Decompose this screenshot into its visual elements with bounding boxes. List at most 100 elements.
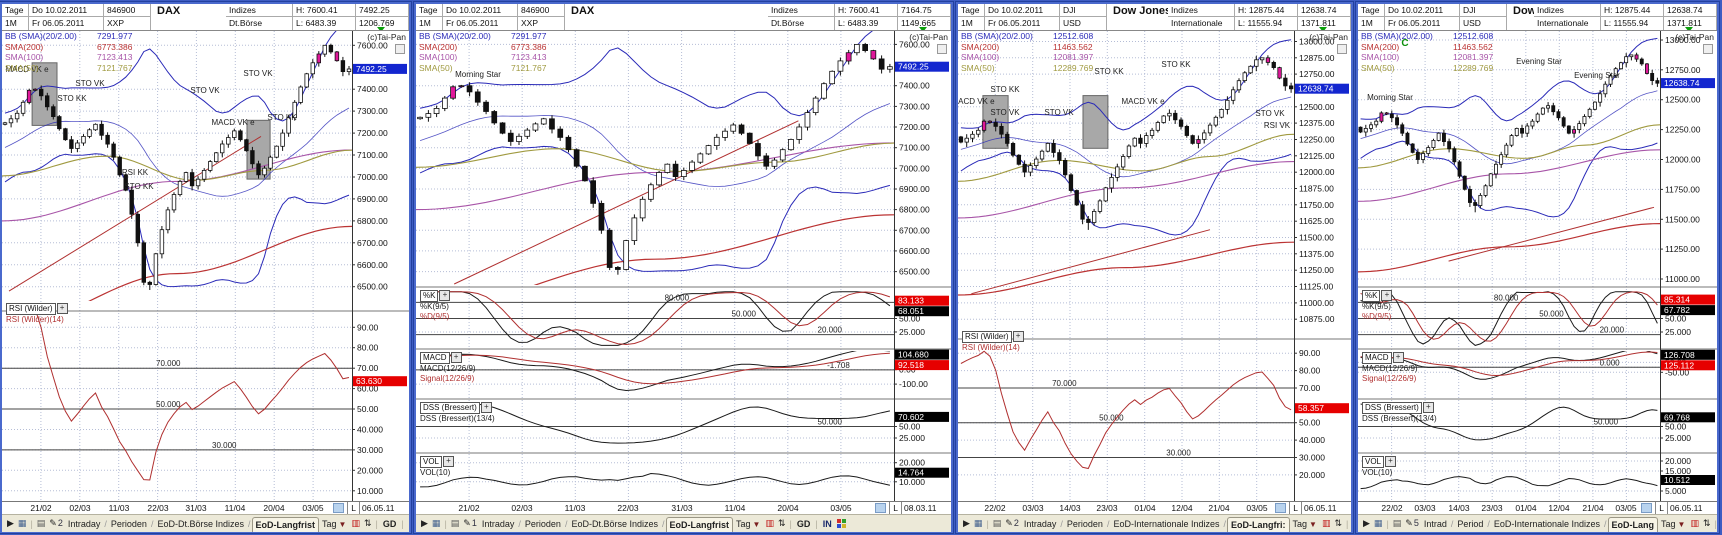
restore-box-icon[interactable] [1337, 44, 1347, 54]
sort-updown-icon[interactable]: ⇅ [1702, 518, 1711, 528]
header-col_b: Do 10.02.2011 Fr 06.05.2011 [443, 4, 518, 30]
run-icon[interactable]: ▶ [963, 518, 970, 528]
expand-icon[interactable]: + [56, 303, 68, 314]
tab-eod-internationale-indizes[interactable]: EoD-Internationale Indizes [1493, 518, 1600, 529]
tab-perioden[interactable]: Perioden [1066, 518, 1103, 529]
price-tick-label: 6500.00 [357, 282, 388, 292]
indicator-tick-label: 20.000 [899, 458, 925, 468]
date-label: 03/05 [1615, 503, 1637, 513]
hline-label: 0.000 [1600, 358, 1621, 367]
period-dropdown[interactable]: Tag ▼ [736, 519, 760, 529]
period-dropdown[interactable]: Tag ▼ [322, 519, 346, 529]
expand-icon[interactable]: + [1392, 352, 1404, 363]
toolbar-divider: | [30, 518, 33, 529]
tab-perioden[interactable]: Perioden [110, 518, 147, 529]
window-icon[interactable]: ▦ [973, 518, 983, 528]
window-icon[interactable]: ▦ [17, 518, 27, 528]
signal-annotation: STO VK [990, 108, 1020, 117]
cursor-marker-icon[interactable] [1641, 503, 1653, 513]
header-cell: Do 10.02.2011 [1385, 4, 1459, 17]
quote-cell: Dt.Börse [229, 18, 263, 28]
tab-eod-langfrist[interactable]: EoD-Langfrist [665, 517, 734, 532]
value-badge [1295, 403, 1349, 414]
sort-updown-icon[interactable]: ⇅ [363, 518, 372, 528]
date-label: 21/04 [1208, 503, 1230, 513]
header-col_a: Tage 1M [416, 4, 443, 30]
draw-pencil-icon[interactable]: ✎1 [463, 518, 477, 528]
chevron-down-icon: ▼ [338, 519, 347, 529]
chart-canvas: 13000.00 12750.00 12500.00 12250.00 12000.00… [1358, 31, 1717, 501]
tab-perioden[interactable]: Perioden [524, 518, 561, 529]
run-icon[interactable]: ▶ [7, 518, 14, 528]
run-icon[interactable]: ▶ [421, 518, 428, 528]
candle-chart-icon[interactable]: ▥ [351, 518, 360, 528]
tab-eod-lang[interactable]: EoD-Lang [1607, 517, 1658, 532]
quote-col: Indizes Dt.Börse [226, 4, 293, 30]
date-label: 21/02 [458, 503, 480, 513]
tab-separator: / [1487, 518, 1490, 529]
window-icon[interactable]: ▦ [431, 518, 441, 528]
tab-eod-internationale-indizes[interactable]: EoD-Internationale Indizes [1113, 518, 1220, 529]
cursor-marker-icon[interactable] [875, 503, 887, 513]
value-badge [895, 295, 949, 306]
draw-pencil-icon[interactable]: ✎2 [49, 518, 63, 528]
tab-period[interactable]: Period [1457, 518, 1484, 529]
period-dropdown[interactable]: Tag ▼ [1661, 519, 1685, 529]
value-badge-text: 12638.74 [1664, 78, 1700, 88]
chip-sublegend-item: VOL(10) [420, 468, 451, 477]
tab-intraday[interactable]: Intraday [481, 518, 515, 529]
signal-annotation: MACD VK e [5, 65, 49, 74]
page-icon[interactable]: ▤ [36, 518, 46, 528]
candle-chart-icon[interactable]: ▥ [1690, 518, 1699, 528]
run-icon[interactable]: ▶ [1363, 518, 1370, 528]
restore-box-icon[interactable] [937, 44, 947, 54]
price-tick-label: 7200.00 [357, 128, 388, 138]
window-icon[interactable]: ▦ [1373, 518, 1383, 528]
expand-icon[interactable]: + [443, 456, 455, 467]
expand-icon[interactable]: + [1422, 402, 1434, 413]
candle-chart-icon[interactable]: ▥ [765, 518, 774, 528]
gd-button[interactable]: GD [382, 518, 397, 529]
page-icon[interactable]: ▤ [450, 518, 460, 528]
tab-eod-dt-b-rse-indizes[interactable]: EoD-Dt.Börse Indizes [157, 518, 244, 529]
candle-chart-icon[interactable]: ▥ [1321, 518, 1331, 528]
expand-icon[interactable]: + [1385, 456, 1397, 467]
expand-icon[interactable]: + [480, 402, 492, 413]
expand-icon[interactable]: + [1381, 290, 1393, 301]
page-icon[interactable]: ▤ [1392, 518, 1402, 528]
toolbar-divider: | [789, 518, 792, 529]
tab-intrad[interactable]: Intrad [1423, 518, 1447, 529]
sort-updown-icon[interactable]: ⇅ [777, 518, 786, 528]
value-badge-text: 7492.25 [898, 62, 929, 72]
drawing-count: 2 [1013, 518, 1019, 528]
indicator-tick-label: 50.00 [899, 314, 921, 324]
quote-cell: H: 7600.41 [293, 4, 355, 17]
price-tick-label: 11500.00 [1665, 214, 1700, 224]
draw-pencil-icon[interactable]: ✎5 [1405, 518, 1419, 528]
cursor-marker-icon[interactable] [333, 503, 345, 513]
tab-eod-dt-b-rse-indizes[interactable]: EoD-Dt.Börse Indizes [571, 518, 658, 529]
tab-intraday[interactable]: Intraday [1023, 518, 1057, 529]
cursor-marker-icon[interactable] [1275, 503, 1287, 513]
tab-eod-langfrist[interactable]: EoD-Langfrist [251, 517, 320, 532]
legend-label: SMA(50) [5, 62, 39, 73]
page-icon[interactable]: ▤ [992, 518, 1002, 528]
quote-col: 7492.25 1206.769 [356, 4, 409, 30]
signal-annotation: STO VK [243, 69, 273, 78]
quote-cell: 7492.25 [356, 4, 408, 17]
period-dropdown[interactable]: Tag ▼ [1293, 519, 1317, 529]
expand-icon[interactable]: + [439, 290, 451, 301]
legend-row: BB (SMA)(20/2.00) 12512.608 [1361, 31, 1493, 42]
sort-updown-icon[interactable]: ⇅ [1334, 518, 1343, 528]
draw-pencil-icon[interactable]: ✎2 [1005, 518, 1019, 528]
window-header: Tage 1M Do 10.02.2011 Fr 06.05.2011 846900 XX… [416, 4, 951, 31]
workspace-colors-icon[interactable] [836, 519, 846, 528]
expand-icon[interactable]: + [450, 352, 462, 363]
gd-button[interactable]: GD [796, 518, 811, 529]
tab-eod-langfri-[interactable]: EoD-Langfri: [1227, 517, 1290, 532]
restore-box-icon[interactable] [1703, 44, 1713, 54]
tab-intraday[interactable]: Intraday [67, 518, 101, 529]
restore-box-icon[interactable] [395, 44, 405, 54]
expand-icon[interactable]: + [1012, 331, 1024, 342]
in-button[interactable]: IN [822, 518, 832, 529]
